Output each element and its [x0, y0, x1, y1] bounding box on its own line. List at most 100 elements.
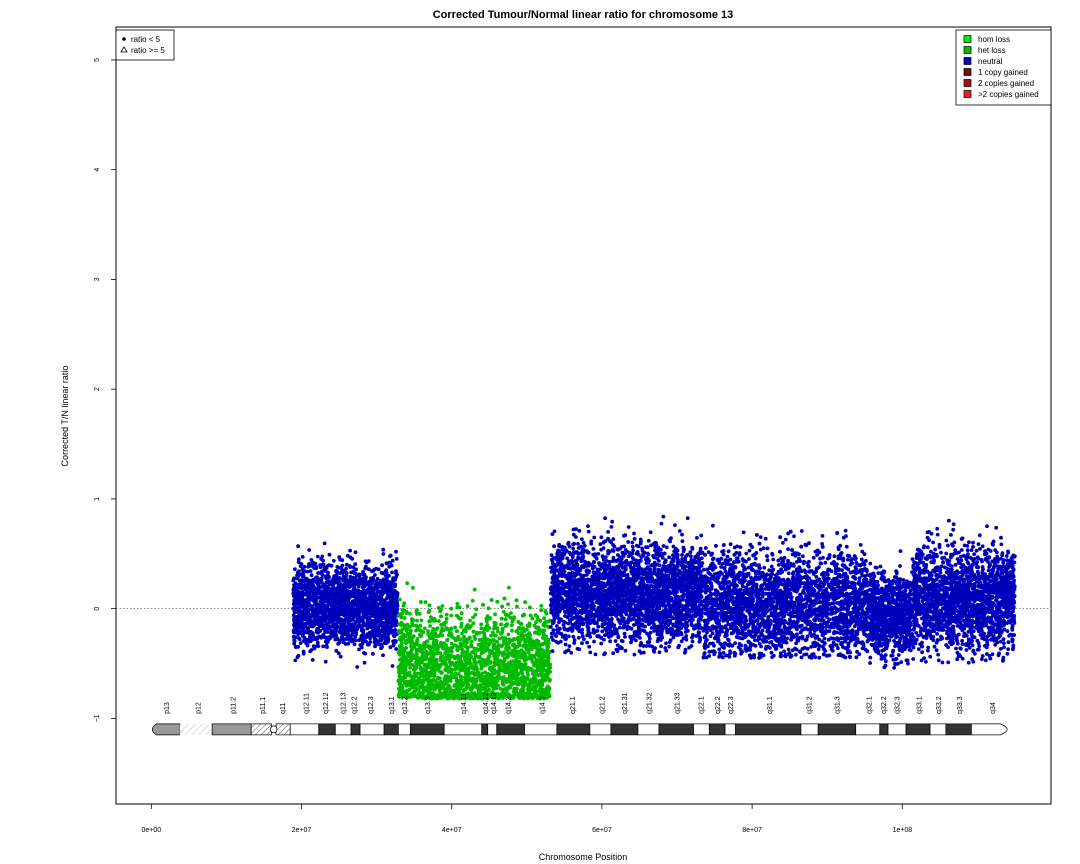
data-point — [503, 691, 507, 696]
data-point — [421, 650, 426, 655]
data-point — [315, 626, 320, 631]
data-point — [459, 624, 464, 629]
data-point — [490, 638, 495, 642]
data-point — [374, 615, 378, 619]
data-point — [314, 586, 319, 591]
data-point — [313, 610, 318, 615]
data-point — [506, 654, 511, 658]
data-point — [308, 649, 313, 654]
data-point — [431, 658, 436, 663]
data-point — [334, 575, 339, 580]
data-point — [365, 602, 369, 607]
data-point — [336, 578, 341, 583]
data-point — [338, 654, 343, 659]
data-point — [411, 677, 416, 681]
data-point — [315, 606, 320, 611]
data-point — [477, 695, 482, 700]
data-point — [514, 598, 519, 603]
data-point — [356, 584, 361, 589]
data-point — [293, 658, 298, 663]
segment-2-points — [548, 514, 705, 657]
data-point — [373, 573, 377, 577]
data-point — [463, 637, 467, 642]
data-point — [341, 570, 346, 575]
data-point — [467, 675, 471, 679]
data-point — [424, 668, 428, 673]
data-point — [319, 593, 323, 598]
data-point — [505, 665, 509, 669]
data-point — [541, 636, 545, 640]
data-point — [343, 595, 348, 600]
x-tick-label: 4e+07 — [442, 827, 462, 834]
data-point — [531, 684, 536, 689]
data-point — [299, 624, 304, 629]
data-point — [520, 695, 525, 700]
data-point — [496, 676, 501, 681]
data-point — [333, 628, 338, 633]
data-point — [415, 608, 419, 612]
data-point — [512, 642, 516, 647]
data-point — [307, 548, 312, 552]
data-point — [355, 617, 360, 622]
data-point — [541, 623, 546, 627]
data-point — [507, 585, 511, 590]
data-point — [292, 622, 297, 626]
plot-frame — [115, 26, 1052, 805]
data-point — [381, 621, 385, 626]
data-point — [408, 631, 413, 636]
data-point — [292, 641, 297, 646]
data-point — [307, 562, 311, 566]
x-tick-label: 0e+00 — [141, 827, 161, 834]
data-point — [448, 692, 452, 696]
data-point — [463, 663, 468, 668]
data-point — [319, 620, 324, 625]
data-point — [347, 621, 351, 626]
data-point — [435, 626, 440, 630]
data-point — [297, 578, 302, 583]
data-point — [439, 671, 444, 675]
data-point — [298, 599, 303, 604]
data-point — [303, 638, 308, 643]
data-point — [544, 658, 549, 663]
data-point — [333, 586, 337, 591]
data-point — [408, 680, 413, 685]
data-point — [499, 622, 504, 627]
x-tick-label: 1e+08 — [892, 827, 912, 834]
data-point — [521, 692, 526, 697]
data-point — [310, 624, 315, 629]
data-point — [368, 585, 373, 590]
data-point — [348, 548, 352, 553]
data-point — [479, 673, 484, 678]
data-point — [417, 690, 422, 695]
data-point — [468, 655, 473, 660]
data-point — [478, 661, 483, 665]
data-point — [489, 675, 493, 680]
data-point — [528, 605, 532, 610]
data-point — [499, 616, 504, 621]
data-point — [337, 640, 342, 645]
y-tick-label: 3 — [94, 277, 101, 281]
data-point — [510, 649, 515, 654]
data-point — [322, 590, 326, 595]
data-point — [322, 625, 327, 630]
data-point — [425, 684, 430, 688]
data-point — [359, 628, 364, 633]
data-point — [532, 675, 536, 680]
data-point — [470, 692, 475, 696]
data-point — [371, 601, 376, 606]
data-point — [540, 674, 545, 679]
data-point — [664, 641, 668, 646]
data-point — [348, 574, 353, 579]
data-point — [320, 635, 324, 640]
data-point — [541, 632, 546, 636]
data-point — [390, 558, 395, 563]
data-point — [464, 624, 469, 629]
data-point — [503, 617, 508, 622]
data-point — [528, 656, 533, 661]
data-point — [300, 566, 305, 571]
data-point — [349, 570, 353, 575]
data-point — [334, 648, 339, 653]
data-point — [437, 664, 442, 669]
data-point — [547, 694, 552, 699]
data-point — [488, 616, 492, 621]
